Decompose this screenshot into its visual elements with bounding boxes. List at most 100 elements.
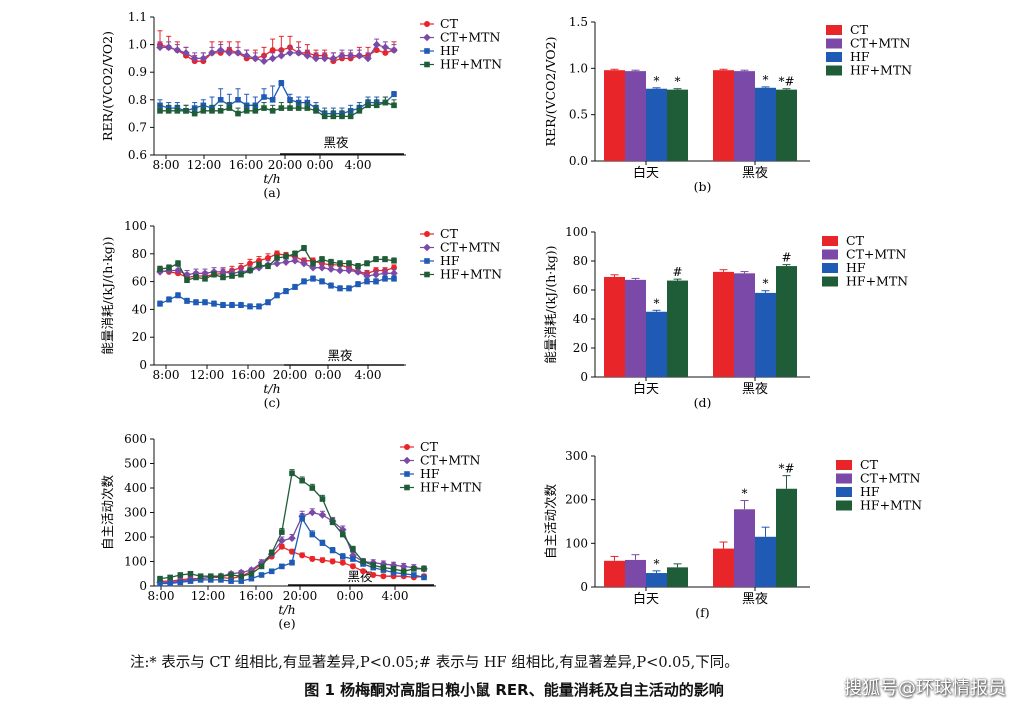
panel-c-data-point bbox=[310, 276, 316, 282]
panel-e-x-axis-label: t/h bbox=[278, 602, 295, 617]
panel-e-data-point bbox=[248, 570, 255, 577]
panel-d-significance-mark: * bbox=[763, 277, 769, 291]
panel-a-y-tick-label: 0.6 bbox=[128, 148, 147, 162]
panel-d-panel-label: (d) bbox=[694, 395, 712, 410]
panel-a-data-point bbox=[364, 54, 372, 63]
panel-d-legend-label: HF bbox=[846, 260, 866, 275]
panel-a-series-line bbox=[159, 43, 395, 62]
panel-c-data-point bbox=[292, 251, 298, 257]
panel-d-y-axis-label: 能量消耗/(kJ/(h·kg)) bbox=[543, 245, 558, 363]
panel-f-bar bbox=[625, 559, 646, 587]
panel-c-data-point bbox=[382, 256, 388, 263]
panel-e-data-point bbox=[339, 559, 346, 566]
panel-c-data-point bbox=[355, 263, 361, 270]
panel-f-category-label: 黑夜 bbox=[742, 592, 768, 607]
panel-c-data-point bbox=[256, 262, 262, 268]
panel-c-data-point bbox=[202, 276, 208, 282]
panel-a-data-point bbox=[235, 110, 241, 117]
panel-e-data-point bbox=[218, 573, 224, 579]
panel-a-legend-marker bbox=[424, 61, 430, 68]
panel-c-legend-marker bbox=[424, 258, 430, 264]
panel-a-data-point bbox=[390, 46, 398, 54]
panel-c-data-point bbox=[219, 268, 227, 276]
panel-e-data-point bbox=[329, 547, 336, 554]
panel-c-data-point bbox=[373, 278, 379, 285]
panel-f-y-tick-label: 0 bbox=[580, 580, 588, 594]
panel-e-data-point bbox=[238, 578, 245, 584]
panel-c-y-tick-label: 100 bbox=[124, 219, 147, 233]
panel-a-data-point bbox=[355, 51, 364, 60]
panel-a-data-point bbox=[287, 105, 293, 111]
panel-c-data-point bbox=[265, 299, 271, 306]
panel-e-data-point bbox=[360, 558, 366, 565]
panel-a-data-point bbox=[294, 49, 303, 57]
panel-c-data-point bbox=[247, 260, 253, 267]
panel-d-category-label: 黑夜 bbox=[742, 382, 768, 397]
panel-d-legend-swatch bbox=[822, 263, 838, 273]
panel-e-data-point bbox=[289, 548, 295, 555]
panel-e-data-point bbox=[258, 572, 265, 578]
panel-a-y-tick-label: 0.9 bbox=[128, 65, 147, 79]
panel-a-data-point bbox=[347, 113, 354, 120]
panel-c-night-label: 黑夜 bbox=[327, 348, 353, 363]
panel-a-data-point bbox=[252, 108, 259, 114]
panel-a-data-point bbox=[225, 49, 234, 57]
panel-a-data-point bbox=[208, 49, 216, 57]
panel-e-data-point bbox=[268, 568, 275, 575]
panel-e-x-tick-label: 12:00 bbox=[191, 589, 226, 603]
panel-c-x-axis-label: t/h bbox=[263, 381, 280, 396]
panel-a-data-point bbox=[183, 108, 189, 114]
panel-e-data-point bbox=[167, 580, 173, 587]
panel-c-data-point bbox=[220, 302, 226, 309]
panel-c-data-point bbox=[337, 285, 343, 292]
panel-d-legend-swatch bbox=[822, 276, 838, 287]
panel-c-data-point bbox=[229, 273, 235, 279]
panel-a-y-tick-label: 0.8 bbox=[128, 93, 147, 107]
panel-a-data-point bbox=[269, 97, 276, 103]
panel-a-data-point bbox=[338, 51, 346, 60]
panel-a-data-point bbox=[174, 108, 181, 114]
panel-f-y-tick-label: 100 bbox=[565, 536, 588, 550]
panel-c-x-tick-label: 8:00 bbox=[153, 368, 180, 382]
panel-a-data-point bbox=[346, 51, 355, 60]
panel-d-legend-swatch bbox=[822, 236, 838, 246]
panel-a-data-point bbox=[268, 54, 277, 63]
panel-c-data-point bbox=[283, 288, 289, 295]
panel-c-x-tick-label: 12:00 bbox=[190, 368, 225, 382]
panel-e-y-tick-label: 200 bbox=[124, 530, 147, 544]
panel-a-x-tick-label: 4:00 bbox=[345, 158, 372, 172]
panel-e-data-point bbox=[197, 577, 204, 583]
panel-a-data-point bbox=[287, 97, 293, 103]
panel-d-bar bbox=[604, 276, 625, 377]
panel-c-data-point bbox=[166, 296, 172, 303]
panel-d-y-tick-label: 40 bbox=[573, 312, 588, 326]
panel-e-data-point bbox=[319, 557, 326, 564]
panel-a-data-point bbox=[320, 54, 329, 63]
panel-e-y-tick-label: 400 bbox=[124, 481, 147, 495]
panel-c-data-point bbox=[354, 268, 362, 276]
panel-e-data-point bbox=[309, 531, 316, 538]
panel-a-data-point bbox=[373, 47, 380, 54]
panel-e-data-point bbox=[329, 558, 336, 565]
panel-c-data-point bbox=[319, 278, 325, 285]
panel-e-data-point bbox=[278, 543, 285, 550]
panel-a-data-point bbox=[217, 108, 224, 114]
panel-e-data-point bbox=[411, 572, 417, 578]
panel-f-legend-label: HF+MTN bbox=[860, 498, 922, 513]
panel-e-data-point bbox=[197, 573, 204, 579]
panel-d-bar bbox=[625, 279, 646, 377]
panel-d-y-tick-label: 20 bbox=[573, 341, 588, 355]
panel-c-y-tick-label: 80 bbox=[132, 247, 147, 261]
panel-e-data-point bbox=[309, 556, 316, 563]
panel-e-data-point bbox=[157, 575, 163, 582]
panel-c-data-point bbox=[201, 269, 209, 278]
panel-f-legend-label: HF bbox=[860, 484, 880, 499]
panel-c-data-point bbox=[282, 258, 290, 266]
panel-d-bar bbox=[646, 311, 667, 377]
panel-c-x-tick-label: 16:00 bbox=[231, 368, 266, 382]
panel-c-data-point bbox=[300, 259, 308, 268]
panel-a-data-point bbox=[234, 49, 242, 57]
panel-f-significance-mark: * bbox=[654, 557, 660, 571]
panel-e-data-point bbox=[318, 511, 327, 519]
